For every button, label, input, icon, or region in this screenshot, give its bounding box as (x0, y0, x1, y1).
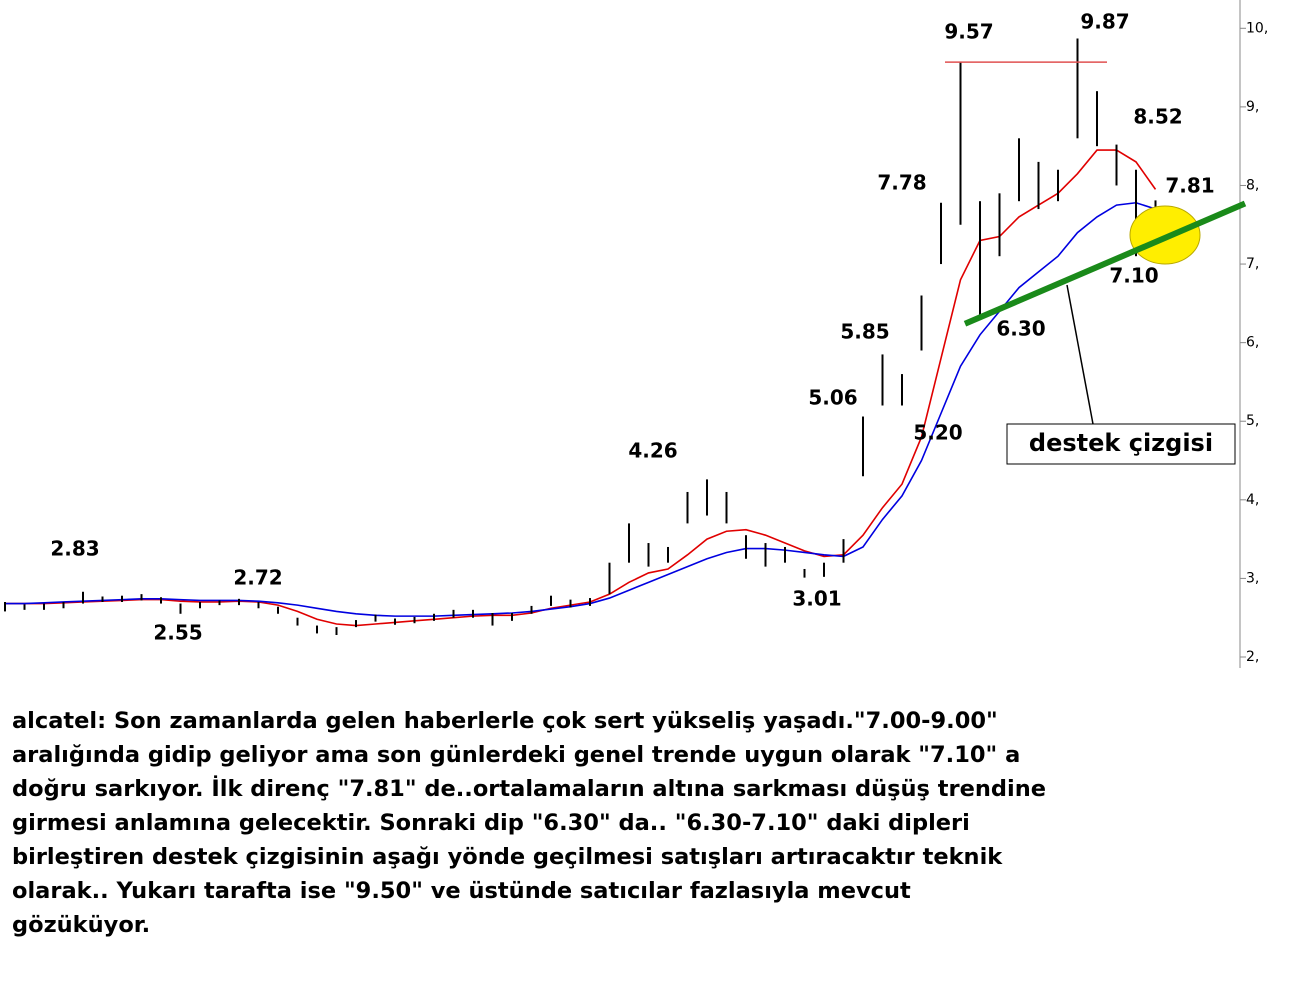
price-annotation: 7.81 (1165, 174, 1214, 198)
y-tick-label: 2, (1246, 649, 1259, 665)
price-annotation: 2.55 (153, 621, 202, 645)
y-tick-label: 3, (1246, 570, 1259, 586)
text-line: birleştiren destek çizgisinin aşağı yönd… (12, 844, 1003, 870)
price-annotation: 9.57 (944, 20, 993, 44)
text-line: alcatel: Son zamanlarda gelen haberlerle… (12, 708, 998, 734)
y-tick-label: 6, (1246, 335, 1259, 351)
moving-average (5, 149, 1157, 627)
text-line: aralığında gidip geliyor ama son günlerd… (12, 742, 1021, 768)
support-label-box (1006, 423, 1236, 465)
price-annotation: 7.78 (877, 171, 926, 195)
price-annotation: 7.10 (1109, 264, 1158, 288)
moving-average (5, 201, 1156, 617)
paragraph: alcatel: Son zamanlarda gelen haberlerle… (12, 704, 1046, 942)
y-tick-label: 7, (1246, 256, 1259, 272)
price-annotation: 2.72 (233, 566, 282, 590)
support-label: destek çizgisi (1029, 429, 1213, 457)
price-annotation: 2.83 (50, 537, 99, 561)
support-line (963, 200, 1247, 327)
price-annotation: 5.20 (913, 421, 962, 445)
y-tick-label: 8, (1246, 177, 1259, 193)
text-line: olarak.. Yukarı tarafta ise "9.50" ve üs… (12, 878, 911, 904)
support-pointer (1066, 284, 1094, 425)
price-annotation: 8.52 (1133, 105, 1182, 129)
chart: 2, 3, 4, 5, 6, 7, 8, 9, 10, destek çizgisi 2.83 2… (4, 0, 1268, 668)
y-tick-label: 10, (1246, 20, 1268, 36)
y-tick-label: 4, (1246, 492, 1259, 508)
price-annotation: 5.85 (840, 320, 889, 344)
price-annotation: 5.06 (808, 386, 857, 410)
price-annotation: 9.87 (1080, 10, 1129, 34)
price-annotation: 6.30 (996, 317, 1045, 341)
text-line: girmesi anlamına gelecektir. Sonraki dip… (12, 810, 970, 836)
y-tick-label: 9, (1246, 99, 1259, 115)
text-line: gözüküyor. (12, 912, 151, 938)
price-annotation: 3.01 (792, 587, 841, 611)
y-tick-label: 5, (1246, 413, 1259, 429)
text-line: doğru sarkıyor. İlk direnç "7.81" de..or… (12, 776, 1047, 802)
price-annotation: 4.26 (628, 439, 677, 463)
